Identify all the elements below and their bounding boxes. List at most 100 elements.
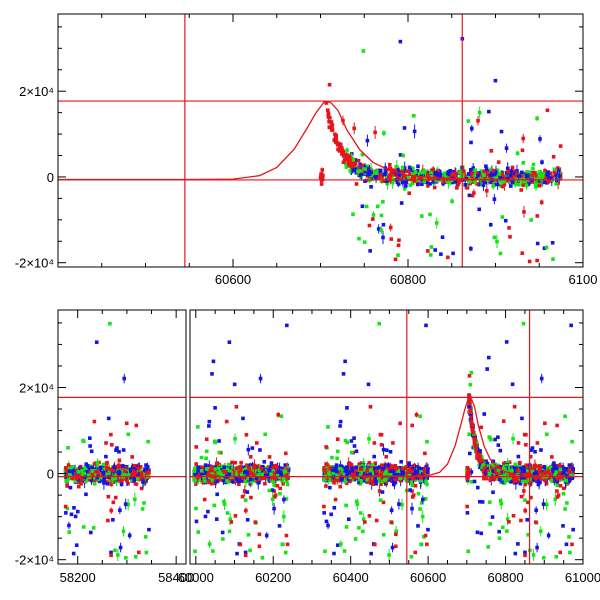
y-tick-label: 2×10⁴: [19, 84, 54, 99]
data-point-green: [423, 175, 428, 180]
data-point-green: [142, 501, 146, 505]
data-point-green: [196, 530, 201, 534]
data-point-green: [270, 497, 275, 502]
data-point-green: [382, 472, 387, 477]
data-point-blue: [250, 446, 255, 450]
data-point-blue: [343, 359, 347, 364]
data-point-green: [282, 514, 286, 519]
data-point-red: [131, 469, 136, 474]
data-point-green: [283, 550, 288, 555]
data-point-red: [257, 544, 262, 549]
data-point-green: [428, 212, 432, 217]
data-point-green: [492, 235, 497, 240]
data-point-red: [337, 146, 342, 150]
data-point-blue: [550, 240, 555, 245]
data-point-green: [513, 182, 518, 187]
data-point-green: [140, 507, 145, 511]
data-point-red: [354, 182, 359, 186]
data-point-blue: [75, 509, 80, 514]
data-point-green: [329, 476, 333, 481]
data-point-green: [418, 414, 422, 419]
data-point-green: [466, 119, 471, 123]
data-point-red: [327, 119, 331, 124]
data-point-red: [252, 463, 257, 468]
data-point-green: [216, 466, 221, 471]
data-point-red: [202, 497, 207, 502]
data-point-green: [95, 461, 100, 465]
data-point-red: [389, 520, 394, 524]
data-point-blue: [510, 180, 515, 184]
data-point-green: [272, 483, 277, 488]
data-point-blue: [440, 235, 445, 240]
data-point-red: [530, 173, 534, 178]
data-point-green: [416, 491, 421, 496]
data-point-blue: [227, 472, 231, 477]
data-point-red: [399, 169, 403, 174]
data-point-green: [83, 465, 88, 469]
data-point-red: [111, 468, 115, 473]
data-point-red: [341, 160, 346, 165]
data-point-red: [393, 257, 398, 262]
data-point-blue: [424, 323, 428, 328]
data-point-red: [409, 466, 413, 470]
data-point-red: [393, 168, 397, 173]
data-point-blue: [110, 470, 115, 475]
data-point-green: [212, 503, 217, 508]
data-point-red: [543, 168, 547, 173]
data-point-green: [387, 473, 392, 478]
data-point-blue: [390, 479, 395, 483]
data-point-green: [256, 473, 261, 477]
data-point-green: [407, 473, 412, 478]
data-point-green: [515, 151, 520, 156]
data-point-green: [414, 171, 418, 176]
data-point-blue: [477, 171, 481, 175]
data-point-blue: [97, 479, 102, 484]
data-point-blue: [368, 472, 373, 477]
data-point-blue: [393, 480, 398, 485]
data-point-red: [413, 550, 418, 555]
data-point-blue: [109, 550, 113, 555]
data-point-green: [477, 110, 482, 115]
data-point-red: [551, 155, 556, 159]
data-point-red: [457, 180, 461, 185]
data-point-red: [272, 471, 276, 476]
data-point-green: [419, 478, 423, 483]
data-point-green: [473, 168, 478, 172]
data-point-red: [210, 468, 214, 473]
data-point-red: [508, 235, 512, 239]
data-point-green: [327, 471, 331, 475]
data-point-red: [550, 455, 554, 459]
data-point-blue: [372, 454, 376, 459]
data-point-red: [483, 176, 488, 181]
data-point-blue: [247, 472, 251, 477]
data-point-green: [91, 526, 96, 530]
data-point-blue: [411, 467, 415, 471]
data-point-red: [92, 419, 97, 424]
data-point-blue: [477, 207, 482, 212]
data-point-green: [531, 166, 535, 171]
data-point-red: [367, 514, 372, 518]
data-point-red: [249, 495, 253, 500]
data-point-blue: [211, 359, 216, 364]
data-point-green: [221, 473, 226, 478]
data-point-green: [135, 477, 140, 481]
data-point-red: [449, 174, 454, 179]
data-point-green: [98, 475, 103, 480]
data-point-blue: [413, 469, 418, 474]
data-point-red: [432, 185, 437, 190]
data-point-blue: [345, 465, 349, 469]
data-point-green: [361, 517, 366, 522]
data-point-blue: [504, 146, 509, 150]
data-point-blue: [525, 517, 530, 522]
data-point-red: [373, 542, 377, 547]
data-point-blue: [539, 448, 543, 452]
data-point-green: [500, 215, 505, 219]
data-point-red: [394, 532, 398, 537]
data-point-blue: [90, 465, 94, 470]
data-point-red: [465, 186, 470, 190]
data-point-blue: [203, 468, 207, 472]
data-point-green: [345, 148, 349, 153]
data-point-red: [506, 169, 510, 174]
data-point-green: [521, 175, 526, 179]
data-point-red: [550, 175, 555, 179]
